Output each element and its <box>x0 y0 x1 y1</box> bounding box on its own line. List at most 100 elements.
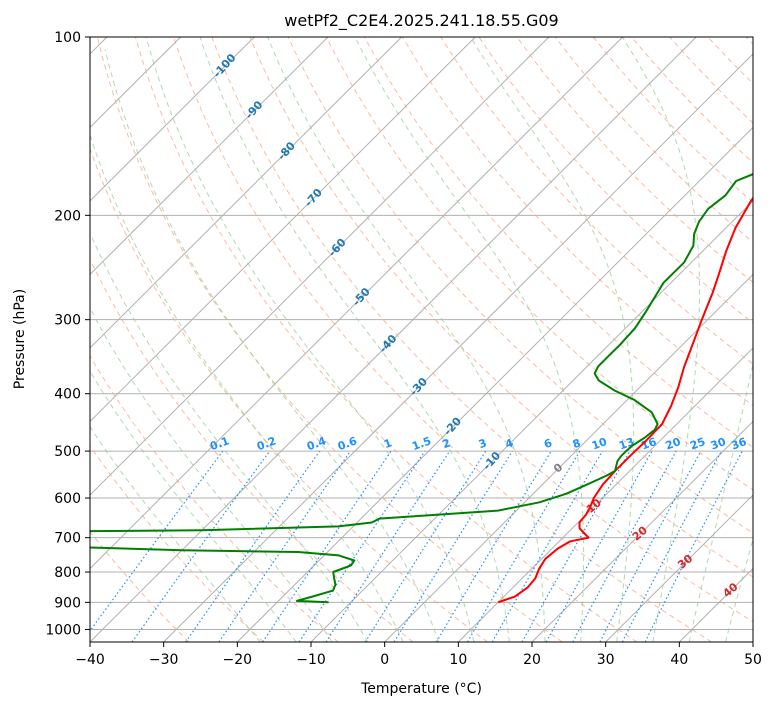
mixing-ratio-line <box>325 450 451 642</box>
isotherm-grid <box>90 37 753 642</box>
moist-adiabat <box>104 49 439 642</box>
mixing-ratio-label: 16 <box>639 435 658 453</box>
x-tick-label: −10 <box>296 652 326 668</box>
mixing-ratio-label: 13 <box>617 435 636 452</box>
isotherm-line <box>90 37 623 570</box>
x-tick-label: −40 <box>75 652 105 668</box>
y-tick-label: 900 <box>54 595 81 611</box>
profile-series <box>90 173 753 604</box>
mixing-ratio-line <box>218 450 351 642</box>
mixing-ratio-label: 36 <box>730 435 749 453</box>
x-tick-label: 50 <box>744 652 762 668</box>
dry-adiabat <box>211 37 753 623</box>
isotherm-line <box>90 37 402 349</box>
x-tick-label: 30 <box>597 652 615 668</box>
mixing-ratio-label: 30 <box>709 435 728 453</box>
dry-adiabat <box>90 147 488 642</box>
temperature-profile-line <box>497 196 753 604</box>
y-axis-label: Pressure (hPa) <box>12 289 28 389</box>
dry-adiabat <box>90 530 190 642</box>
mixing-ratio-label: 0.1 <box>208 434 231 453</box>
mixing-ratio-label: 8 <box>571 436 583 451</box>
x-tick-label: 10 <box>449 652 467 668</box>
mixing-ratio-line <box>262 450 392 642</box>
moist-adiabat <box>145 37 475 642</box>
mixing-ratio-label: 6 <box>542 436 554 451</box>
moist-adiabat <box>90 425 261 642</box>
mixing-ratio-lines <box>90 450 743 642</box>
dry-adiabat <box>516 37 753 284</box>
y-tick-label: 700 <box>54 531 81 547</box>
isotherm-line <box>605 494 753 642</box>
y-tick-label: 400 <box>54 387 81 403</box>
mixing-ratio-line <box>393 450 513 642</box>
mixing-ratio-label: 1 <box>382 436 394 451</box>
isotherm-line <box>163 53 753 642</box>
dry-adiabat <box>440 37 753 365</box>
plot-frame <box>89 36 754 643</box>
isobar-grid <box>90 37 753 630</box>
x-tick-label: 20 <box>523 652 541 668</box>
y-tick-label: 100 <box>54 30 81 46</box>
mixing-ratio-label: 0.2 <box>255 434 278 453</box>
isotherm-line <box>90 37 697 642</box>
moist-adiabat <box>90 370 297 642</box>
dry-adiabat <box>173 37 712 642</box>
x-tick-label: −20 <box>223 652 253 668</box>
chart-title: wetPf2_C2E4.2025.241.18.55.G09 <box>284 11 558 31</box>
isotherm-line <box>236 126 753 642</box>
y-tick-label: 600 <box>54 491 81 507</box>
dry-adiabats <box>90 37 753 642</box>
moist-adiabat <box>621 37 701 642</box>
mixing-ratio-label: 3 <box>477 436 489 451</box>
moist-adiabat <box>90 231 369 642</box>
dry-adiabat <box>90 445 264 642</box>
mixing-ratio-label: 2 <box>441 436 453 451</box>
isotherm-line <box>384 273 753 642</box>
mixing-ratio-label: 0.4 <box>305 434 328 453</box>
mixing-ratio-line <box>364 450 487 642</box>
dry-adiabat <box>402 37 753 406</box>
moist-adiabat <box>267 37 546 642</box>
mixing-ratio-line <box>298 450 426 642</box>
x-tick-label: 0 <box>380 652 389 668</box>
isotherm-line <box>531 420 753 642</box>
mixing-ratio-line <box>185 450 321 642</box>
mixing-ratio-line <box>131 450 271 642</box>
y-tick-label: 1000 <box>45 622 81 638</box>
x-tick-label: 40 <box>670 652 688 668</box>
dry-adiabat <box>90 258 414 642</box>
x-tick-label: −30 <box>149 652 179 668</box>
moist-adiabat <box>90 133 404 642</box>
mixing-ratio-label: 25 <box>688 435 707 452</box>
isotherm-line <box>90 37 255 202</box>
y-tick-label: 300 <box>54 313 81 329</box>
mixing-ratio-label: 1.5 <box>410 434 433 453</box>
isotherm-line <box>457 347 753 642</box>
isotherm-line <box>90 37 329 276</box>
dry-adiabat <box>96 37 563 642</box>
dry-adiabat <box>134 37 638 642</box>
mixing-ratio-line <box>545 450 653 642</box>
mixing-ratio-label: 0.6 <box>336 434 359 453</box>
mixing-ratio-line <box>521 450 631 642</box>
mixing-ratio-line <box>90 450 224 632</box>
y-tick-label: 500 <box>54 444 81 460</box>
y-tick-label: 800 <box>54 565 81 581</box>
dry-adiabat <box>249 37 753 578</box>
dewpoint-profile-line <box>90 173 753 604</box>
mixing-ratio-line <box>572 450 677 642</box>
isotherm-line <box>90 37 550 496</box>
dry-adiabat <box>90 355 339 642</box>
x-axis-label: Temperature (°C) <box>360 681 482 697</box>
isotherm-line <box>90 37 476 423</box>
dry-adiabat <box>287 37 753 534</box>
mixing-ratio-line <box>644 450 743 642</box>
x-axis: −40 −30 −20 −10 0 10 20 30 40 50 <box>75 642 762 668</box>
y-tick-label: 200 <box>54 208 81 224</box>
mixing-ratio-label: 20 <box>664 435 683 453</box>
y-axis: 100 200 300 400 500 600 700 800 900 1000 <box>45 30 90 638</box>
mixing-ratio-label: 10 <box>590 435 609 453</box>
